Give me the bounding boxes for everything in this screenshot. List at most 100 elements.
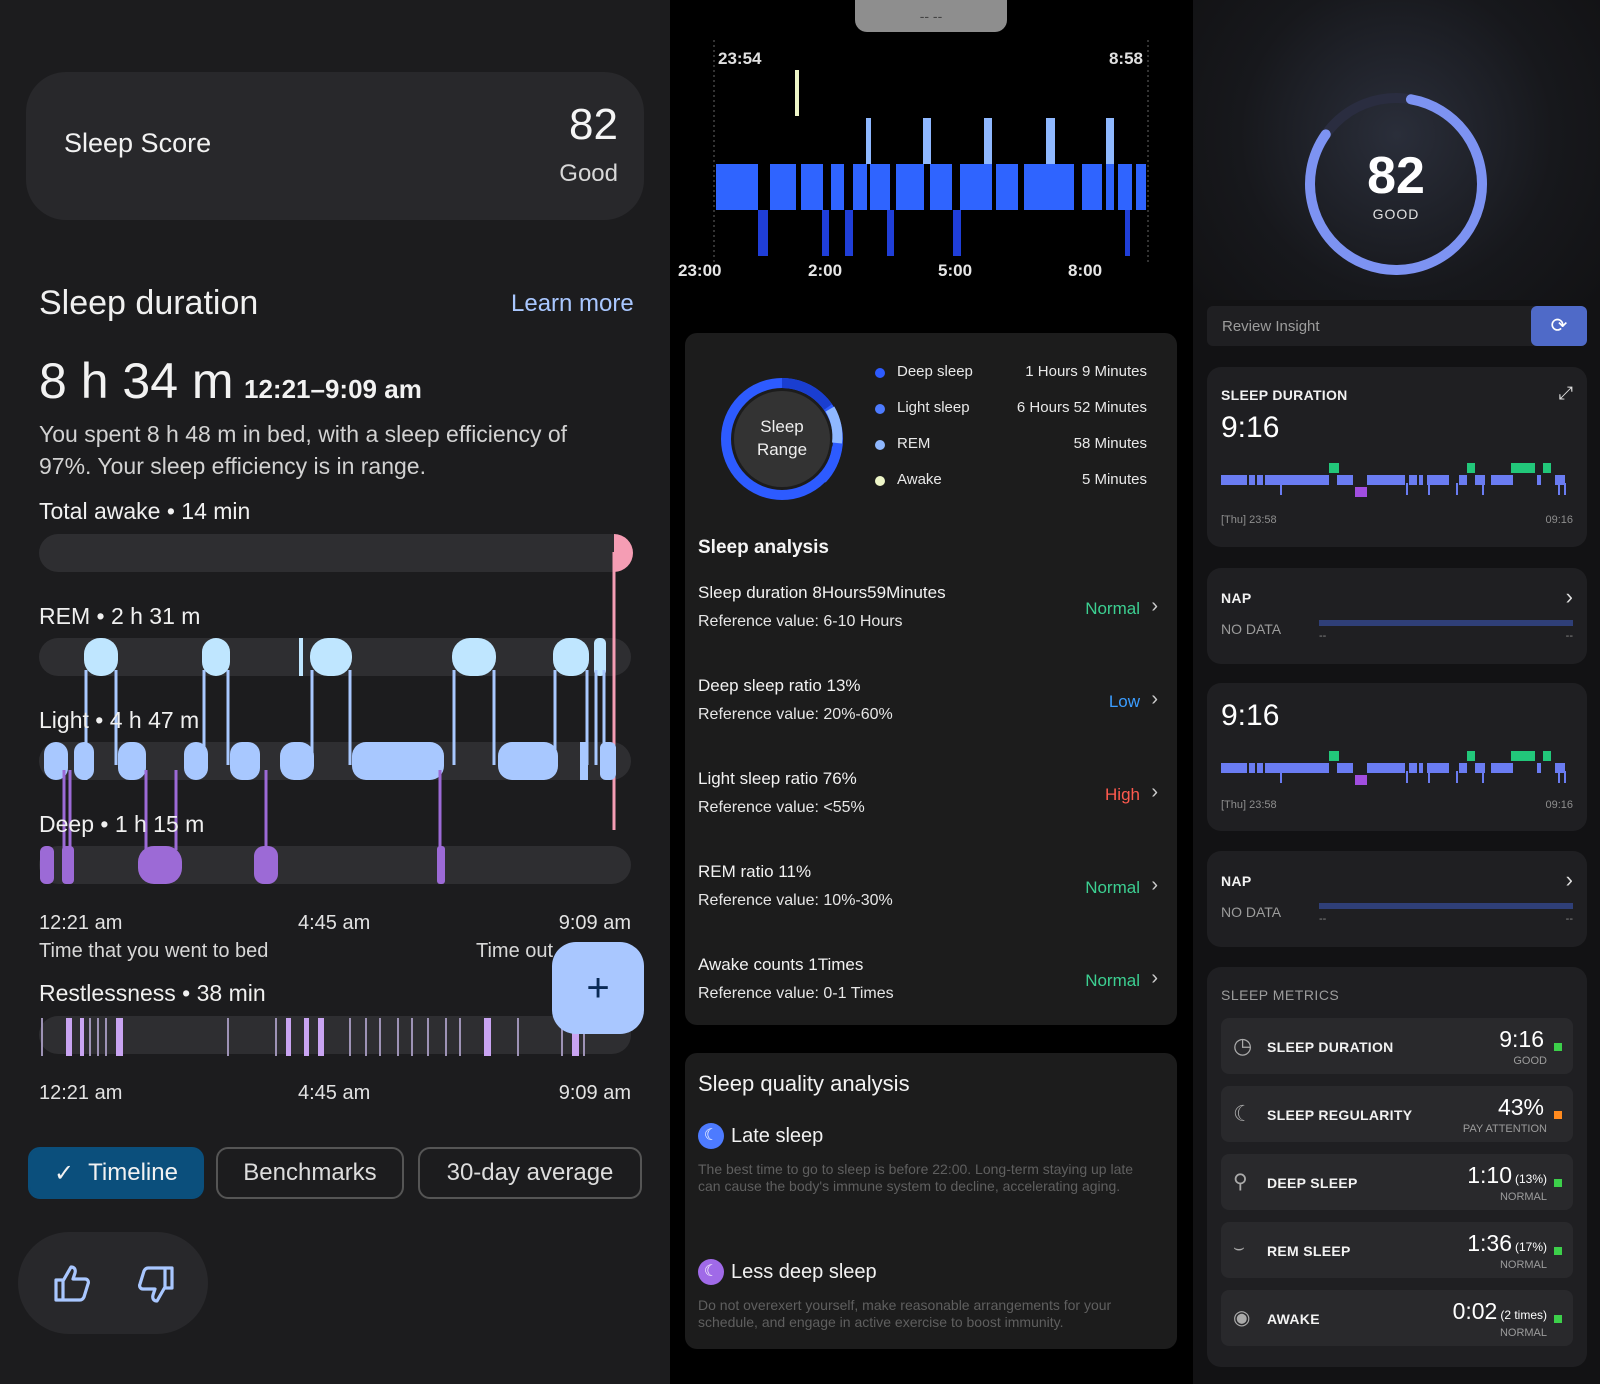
tab-benchmarks[interactable]: Benchmarks [216,1147,404,1199]
metric-name: REM SLEEP [1267,1243,1351,1259]
legend-light: Light sleep 6 Hours 52 Minutes [875,399,1147,435]
nap-card-2[interactable]: NAP › NO DATA -- -- [1207,851,1587,947]
hypno-segment [1409,763,1417,773]
analysis-row-awake-counts[interactable]: Awake counts 1Times Reference value: 0-1… [698,955,1158,1015]
review-insight-bar[interactable]: Review Insight ⟳ [1207,306,1587,346]
nap-empty-bar [1319,620,1573,626]
rem-stage-label: REM • 2 h 31 m [39,603,201,629]
out-time-caption: Time out [476,940,554,962]
analysis-status: Low [1108,692,1140,711]
hypno-end-time: 09:16 [1545,514,1573,526]
legend-dot-rem [875,440,885,450]
late-sleep-text: The best time to go to sleep is before 2… [698,1161,1134,1194]
hypno-segment [1409,475,1417,485]
sleep-score-label: Sleep Score [64,128,212,158]
sleep-stage-legend: Deep sleep 1 Hours 9 Minutes Light sleep… [875,363,1147,507]
tab-timeline[interactable]: ✓ Timeline [28,1147,204,1199]
sleep-bar-chart: 23:54 8:58 23:00 2:00 5:00 8:00 [678,40,1149,280]
metric-awake[interactable]: ◉ AWAKE 0:02 (2 times) NORMAL [1221,1290,1573,1346]
hypno-segment [1329,463,1339,473]
refresh-icon[interactable]: ⟳ [1531,306,1587,346]
analysis-label: Sleep duration 8Hours59Minutes [698,583,946,602]
analysis-ref: Reference value: 0-1 Times [698,985,894,1002]
time-mid: 4:45 am [298,912,371,934]
nap-dash-end: -- [1565,630,1573,642]
analysis-row-duration[interactable]: Sleep duration 8Hours59Minutes Reference… [698,583,1158,663]
rem-bars [866,118,1114,164]
awake-bar [795,70,799,116]
check-icon: ✓ [54,1159,75,1187]
metric-rem-sleep[interactable]: ⌣ REM SLEEP 1:36 (17%) NORMAL [1221,1222,1573,1278]
hypno-segment [1491,763,1513,773]
analysis-status: Normal [1085,878,1140,897]
status-indicator [1554,1315,1562,1323]
ring-score-value: 82 [1367,147,1425,205]
score-ring [1305,93,1487,275]
hypno-segment [1537,763,1541,773]
analysis-row-rem-ratio[interactable]: REM ratio 11% Reference value: 10%-30% N… [698,862,1158,942]
sleep-duration-title: Sleep duration [39,284,259,322]
feedback-group [18,1232,208,1334]
metric-sleep-duration[interactable]: ◷ SLEEP DURATION 9:16 GOOD [1221,1018,1573,1074]
deep-stage-label: Deep • 1 h 15 m [39,811,205,837]
chevron-right-icon: › [1565,584,1573,609]
metric-sleep-regularity[interactable]: ☾ SLEEP REGULARITY 43% PAY ATTENTION [1221,1086,1573,1142]
hypno-segment [1367,475,1405,485]
thumbs-up-icon[interactable] [52,1264,92,1302]
hypno-segment [1555,763,1565,773]
learn-more-link[interactable]: Learn more [511,290,634,317]
sleep-duration-card-2-value: 9:16 [1221,699,1280,732]
efficiency-line-2: 97%. Your sleep efficiency is in range. [39,453,426,479]
metric-value: 9:16 [1499,1026,1544,1052]
hypno-segment [1459,475,1467,485]
analysis-ref: Reference value: 10%-30% [698,892,893,909]
hypno-segment [1511,463,1535,473]
add-fab-button[interactable]: + [552,942,644,1034]
legend-name-deep: Deep sleep [897,363,973,380]
legend-value-deep: 1 Hours 9 Minutes [1025,363,1147,380]
metric-value: 0:02 (2 times) [1452,1298,1547,1324]
restlessness-events [41,1018,585,1056]
chart-start-time: 23:54 [718,49,762,68]
expand-icon[interactable]: ⤢ [1558,383,1573,403]
nap-card[interactable]: NAP › NO DATA -- -- [1207,568,1587,664]
chevron-right-icon: › [1151,688,1158,710]
metric-value: 43% [1497,1094,1544,1120]
analysis-row-light-ratio[interactable]: Light sleep ratio 76% Reference value: <… [698,769,1158,849]
time-start: 12:21 am [39,912,123,934]
hypno-segment [1427,475,1449,485]
analysis-row-deep-ratio[interactable]: Deep sleep ratio 13% Reference value: 20… [698,676,1158,756]
metric-name: SLEEP REGULARITY [1267,1107,1413,1123]
hypno-segment [1475,763,1485,773]
hypno-segment [1427,763,1449,773]
hypno-segment [1283,475,1329,485]
top-handle[interactable]: -- -- [855,0,1007,32]
restless-time-mid: 4:45 am [298,1082,371,1104]
hypnogram-time-axis: 12:21 am 4:45 am 9:09 am [39,912,631,936]
less-deep-sleep-title: Less deep sleep [731,1261,877,1283]
axis-label-0500: 5:00 [938,261,972,280]
hypno-segment [1337,763,1353,773]
hypno-segment [1537,475,1541,485]
legend-value-light: 6 Hours 52 Minutes [1016,399,1147,416]
legend-dot-deep [875,368,885,378]
chevron-right-icon: › [1151,781,1158,803]
nap-2-empty-bar [1319,903,1573,909]
light-bars [716,164,1146,210]
analysis-ref: Reference value: 20%-60% [698,706,893,723]
sleep-score-card[interactable]: Sleep Score 82 Good [26,72,644,220]
analysis-status: High [1105,785,1140,804]
sleep-duration-card[interactable]: SLEEP DURATION ⤢ 9:16 [Thu] 23:58 09:16 [1207,367,1587,547]
axis-label-0200: 2:00 [808,261,842,280]
restless-time-start: 12:21 am [39,1082,123,1104]
sleep-analysis-title: Sleep analysis [698,537,829,558]
time-end: 9:09 am [558,912,631,934]
tab-30-day-average[interactable]: 30-day average [418,1147,642,1199]
sleep-quality-card: Sleep quality analysis ☾ Late sleep The … [685,1053,1177,1349]
metric-deep-sleep[interactable]: ⚲ DEEP SLEEP 1:10 (13%) NORMAL [1221,1154,1573,1210]
sleep-duration-card-2[interactable]: 9:16 [Thu] 23:58 09:16 [1207,683,1587,831]
analysis-status: Normal [1085,599,1140,618]
metric-value: 1:10 (13%) [1467,1162,1547,1188]
thumbs-down-icon[interactable] [136,1266,176,1304]
status-indicator [1554,1179,1562,1187]
